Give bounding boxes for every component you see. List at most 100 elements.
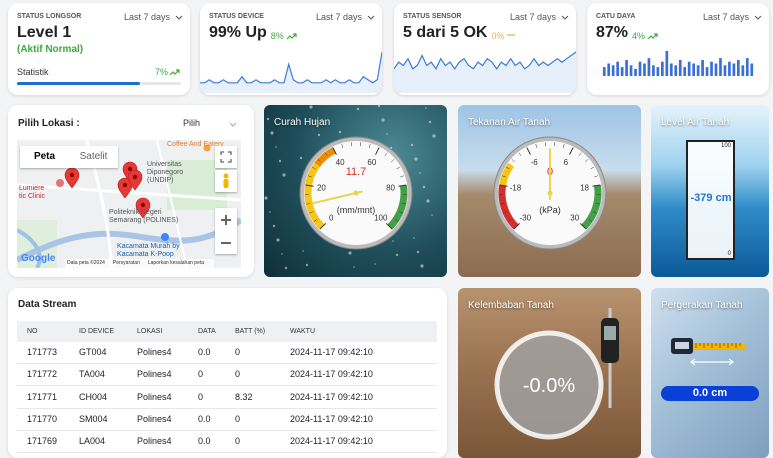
rain-drop [318,134,320,136]
progress-bar [17,82,140,85]
rain-drop [431,214,433,216]
table-cell: 171771 [27,392,57,402]
table-cell: 0 [235,369,240,379]
rain-drop [309,105,312,108]
rain-drop [414,157,417,160]
fullscreen-button[interactable] [215,146,237,168]
spark-bar [665,51,668,76]
gauge-unit: (kPa) [539,205,561,215]
row-divider [17,408,437,409]
map-tab[interactable]: Peta [20,146,69,168]
rain-drop [357,108,359,110]
rain-drop [306,264,308,266]
rain-drop [423,186,425,188]
level-title: Level Air Tanah [661,117,729,128]
table-cell: 171772 [27,369,57,379]
spark-bar [697,65,700,76]
row-divider [17,452,437,453]
gauge-tick-label: -6 [531,158,539,167]
table-cell: 2024-11-17 09:42:10 [290,347,373,357]
rain-drop [386,133,388,135]
gauge-tick-label: 20 [317,184,326,193]
map-label: Kacamata Murah by [117,243,180,250]
rain-drop [348,251,351,254]
spark-bar [728,62,731,76]
table-cell: 0 [235,436,240,446]
movement-title: Pergerakan Tanah [661,300,743,311]
gauge-unit: (mm/mnt) [337,205,376,215]
rain-drop [264,105,265,106]
table-cell: 171773 [27,347,57,357]
pegman-body [224,179,229,188]
level-value: -379 cm [671,192,751,204]
spark-bar [710,62,713,76]
map-label: Semarang (POLINES) [109,217,178,224]
map-label: Kacamata K-Poop [117,251,174,258]
table-cell: SM004 [79,414,108,424]
map-label: Diponegoro [147,169,183,176]
table-cell: 8.32 [235,392,253,402]
rain-drop [429,121,431,123]
spark-bar [670,64,673,77]
column-header: BATT (%) [235,328,265,335]
location-select[interactable]: Pilih [183,118,200,128]
pin-dot [70,173,74,177]
poi-icon [161,233,169,241]
sparkline [394,3,576,95]
table-cell: 0.0 [198,414,211,424]
level-scale-bottom: 0 [728,251,731,257]
rain-drop [411,144,413,146]
table-cell: Polines4 [137,436,172,446]
probe-screen [604,326,616,340]
card-footer: Statistik [17,67,49,77]
poi-icon [56,179,64,187]
rain-drop [282,173,285,176]
attribution-text: Laporkan kesalahan peta [148,260,204,266]
rain-drop [374,263,376,265]
map-tab[interactable]: Satelit [69,146,118,168]
rain-drop [264,196,267,199]
select-chevron [230,123,236,127]
spark-bar [607,64,610,77]
column-header: DATA [198,328,216,335]
column-header: WAKTU [290,328,315,335]
spark-bar [683,67,686,76]
period-select[interactable]: Last 7 days [124,12,170,22]
table-cell: 0.0 [198,436,211,446]
rain-drop [269,211,271,213]
rain-drop [339,131,341,133]
rain-drop [276,238,279,241]
pegman-icon [222,173,230,189]
spark-bar [648,58,651,76]
table-cell: 2024-11-17 09:42:10 [290,436,373,446]
rain-drop [279,160,281,162]
level-scale-top: 100 [721,143,731,149]
spark-bar [643,64,646,77]
card-label: STATUS LONGSOR [17,13,81,20]
table-cell: Polines4 [137,369,172,379]
spark-bar [746,58,749,76]
pegman-head [224,174,229,179]
row-divider [17,430,437,431]
spark-bar [706,67,709,76]
table-cell: CH004 [79,392,107,402]
move-arrow [691,359,733,365]
gauge-tick-label: 6 [564,158,569,167]
spark-bar [612,65,615,76]
column-header: NO [27,328,38,335]
zoom-icons [215,208,237,254]
table-cell: GT004 [79,347,107,357]
street-view-button[interactable] [215,170,237,192]
table-cell: 2024-11-17 09:42:10 [290,392,373,402]
spark-bar [674,65,677,76]
spark-bar [733,64,736,77]
map-label: Universitas [147,161,182,168]
google-logo: Google [21,253,55,264]
fullscreen-corners [221,152,231,162]
